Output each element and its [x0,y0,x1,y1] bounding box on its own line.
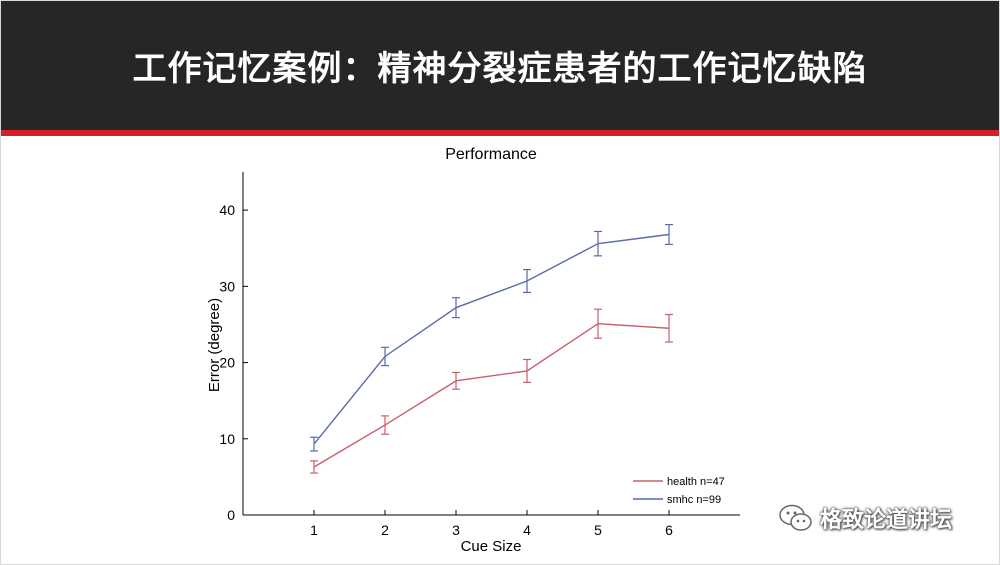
slide-header [0,0,1000,130]
y-tick-label: 30 [219,278,235,294]
x-axis-label: Cue Size [461,538,522,555]
y-tick-label: 20 [219,355,235,371]
series-line-health [313,322,670,468]
watermark: 格致论道讲坛 [778,502,952,534]
header-accent-stripe [0,130,1000,136]
y-tick-label: 40 [219,202,235,218]
watermark-text: 格致论道讲坛 [820,508,953,533]
series-line-smhc [313,233,670,445]
y-tick-label: 10 [219,431,235,447]
wechat-icon [779,504,812,531]
x-tick-label: 3 [452,522,460,538]
x-tick-label: 1 [310,522,318,538]
x-tick-label: 6 [665,522,673,538]
x-tick-label: 4 [523,522,531,538]
x-tick-label: 5 [594,522,602,538]
chart-title: Performance [445,146,537,163]
legend-label: smhc n=99 [667,494,721,506]
x-tick-label: 2 [381,522,389,538]
legend-label: health n=47 [667,476,725,488]
slide-title: 工作记忆案例：精神分裂症患者的工作记忆缺陷 [132,48,868,89]
y-tick-label: 0 [227,507,235,523]
y-axis-label: Error (degree) [206,298,223,392]
